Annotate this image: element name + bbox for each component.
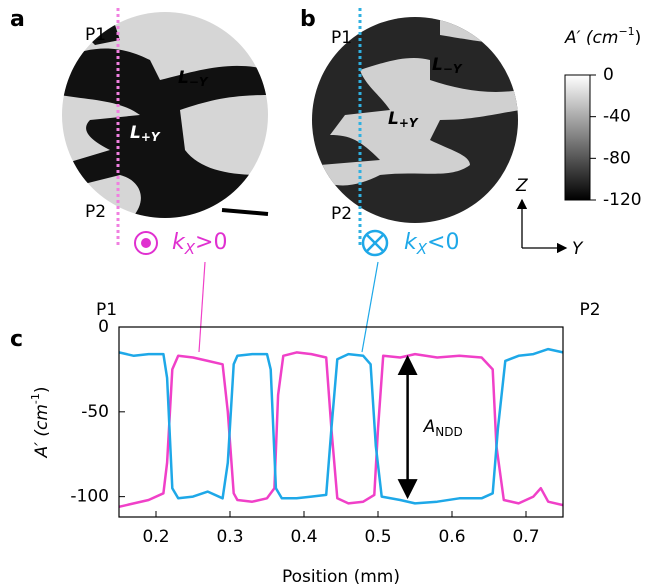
domain-main: L [130, 123, 141, 143]
out-of-plane-dot [141, 238, 151, 248]
domain-label: L+Y [388, 109, 419, 130]
k-rest: >0 [195, 230, 227, 255]
k-sub: X [416, 240, 428, 258]
scale-bar [221, 208, 269, 216]
domain-label: L−Y [432, 55, 463, 76]
domain-sub: +Y [399, 116, 419, 130]
x-axis-label: Position (mm) [282, 567, 400, 587]
y-tick-label: 0 [98, 317, 109, 337]
y-tick-label: -100 [70, 487, 109, 507]
domain-main: L [388, 109, 399, 129]
out-of-plane-symbol [134, 231, 158, 255]
colorbar-tick-label: -80 [603, 148, 631, 168]
axis-y: Y [572, 239, 584, 259]
p2-label: P2 [85, 202, 106, 222]
x-tick-label: 0.5 [364, 527, 391, 547]
colorbar-title-sup: −1 [618, 25, 634, 38]
domain-label: L+Y [130, 123, 161, 144]
domain-sub: −Y [189, 75, 209, 89]
colorbar-title-end: ) [635, 28, 642, 48]
colorbar [564, 74, 591, 201]
domain-main: L [432, 55, 443, 75]
k-label: kX<0 [404, 230, 459, 258]
ndd-main: A [423, 417, 436, 437]
axis-z: Z [515, 176, 528, 196]
colorbar-tick-label: -40 [603, 107, 631, 127]
y-label-main: A′ (cm [32, 404, 52, 458]
domain-sub: −Y [443, 62, 463, 76]
colorbar-tick-label: 0 [603, 65, 614, 85]
colorbar-tick-label: -120 [603, 190, 642, 210]
connector [198, 261, 206, 353]
y-axis-label: A′ (cm-1) [29, 386, 52, 458]
connector [361, 261, 379, 353]
corner-label: P2 [579, 300, 600, 320]
domain-main: L [178, 68, 189, 88]
x-tick-label: 0.6 [438, 527, 465, 547]
ndd-sub: NDD [435, 425, 462, 439]
k-label: kX>0 [172, 230, 227, 258]
ndd-label: ANDD [423, 417, 463, 439]
y-tick-label: -50 [81, 402, 109, 422]
colorbar-title: A′ (cm−1) [564, 25, 641, 48]
p2-label: P2 [331, 204, 352, 224]
x-tick-label: 0.2 [142, 527, 169, 547]
plot-frame [118, 326, 564, 518]
corner-label: P1 [96, 300, 117, 320]
y-label-end: ) [32, 386, 52, 393]
x-tick-label: 0.3 [216, 527, 243, 547]
panel-label: c [10, 327, 23, 352]
y-label-sup: -1 [29, 393, 42, 404]
k-sub: X [184, 240, 196, 258]
k-rest: <0 [427, 230, 459, 255]
k-main: k [404, 230, 418, 255]
x-tick-label: 0.4 [290, 527, 317, 547]
colorbar-title-main: A′ (cm [564, 28, 618, 48]
panel-label: a [10, 7, 25, 32]
p1-label: P1 [85, 25, 106, 45]
domain-sub: +Y [141, 130, 161, 144]
panel-label: b [300, 7, 316, 32]
data-line [118, 347, 564, 505]
domain-label: L−Y [178, 68, 209, 89]
into-plane-symbol [361, 229, 389, 257]
p1-label: P1 [331, 28, 352, 48]
x-tick-label: 0.7 [512, 527, 539, 547]
data-line [118, 351, 564, 509]
k-main: k [172, 230, 186, 255]
